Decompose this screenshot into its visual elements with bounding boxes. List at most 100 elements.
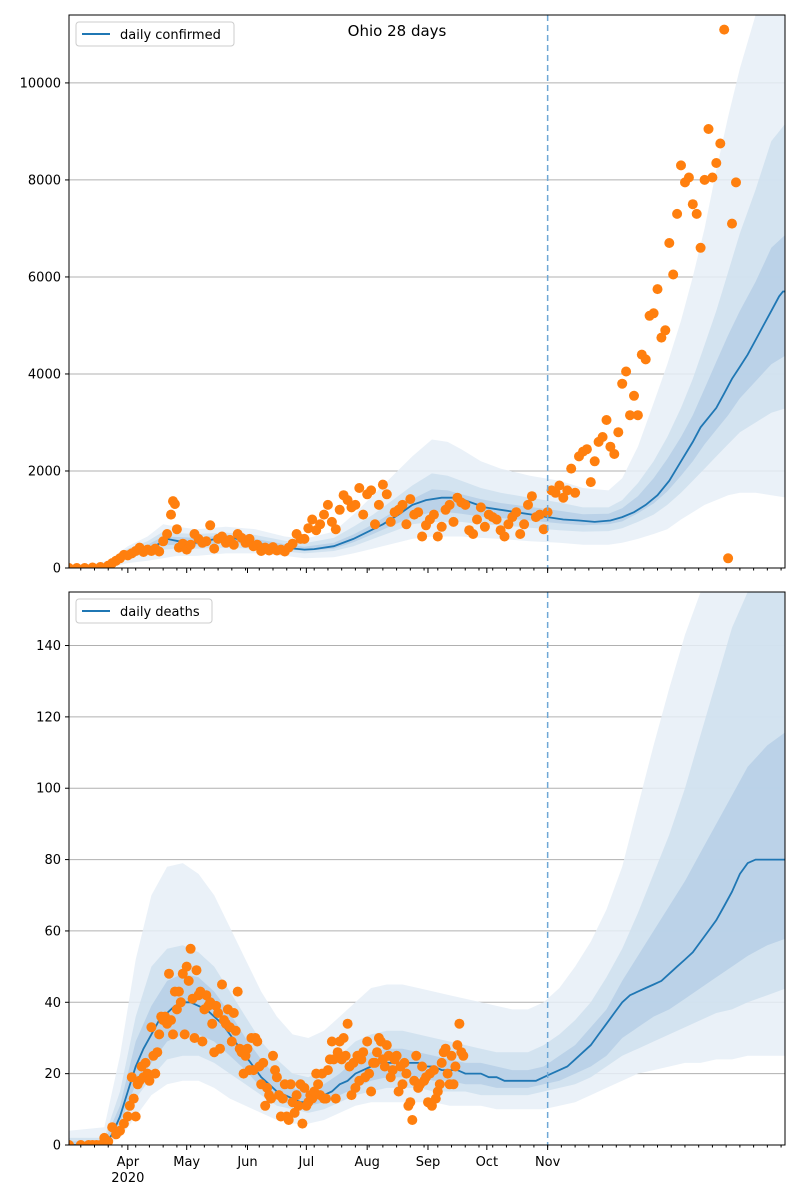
x-tick-label: Sep	[416, 1155, 441, 1170]
x-tick-label: Jun	[236, 1155, 257, 1170]
observation-point	[87, 562, 98, 568]
observation-point	[179, 1029, 190, 1040]
band-middle	[69, 124, 785, 568]
observation-point	[436, 521, 447, 532]
observation-point	[285, 1079, 296, 1090]
observation-point	[283, 1115, 294, 1125]
x-axis: Apr May Jun Jul Aug Sep Oct Nov	[80, 1145, 782, 1170]
legend: daily deaths	[75, 598, 213, 624]
observation-point	[232, 986, 243, 997]
observation-points	[69, 943, 469, 1145]
observation-point	[589, 456, 600, 467]
observation-point	[252, 1036, 263, 1047]
observation-point	[370, 1057, 380, 1068]
observation-point	[128, 1093, 139, 1104]
y-tick-label: 60	[44, 924, 61, 939]
observation-point	[499, 531, 510, 542]
observation-point	[581, 444, 592, 455]
y-tick-label: 6000	[28, 270, 61, 285]
observation-point	[397, 1079, 408, 1090]
observation-point	[69, 1140, 74, 1145]
observation-point	[173, 986, 184, 997]
observation-point	[660, 325, 671, 336]
observation-point	[472, 514, 482, 525]
observation-point	[703, 124, 714, 134]
y-tick-label: 120	[36, 710, 61, 725]
observation-point	[189, 1033, 200, 1043]
observation-point	[377, 479, 388, 490]
observation-point	[399, 1057, 410, 1068]
observation-point	[381, 489, 392, 500]
observation-point	[407, 1115, 418, 1125]
observation-point	[401, 519, 412, 530]
band-inner	[69, 732, 785, 1145]
observation-point	[397, 499, 408, 510]
observation-point	[648, 308, 659, 319]
y-tick-label: 0	[53, 562, 61, 577]
observation-point	[166, 509, 176, 520]
observation-point	[366, 485, 377, 496]
observation-point	[695, 242, 706, 253]
confidence-bands	[69, 592, 785, 1145]
observation-point	[144, 1075, 155, 1086]
x-tick-label: Oct	[476, 1155, 498, 1170]
observation-point	[405, 1097, 416, 1108]
observation-point	[322, 1065, 333, 1076]
observation-point	[676, 160, 686, 171]
observation-point	[175, 997, 186, 1008]
observation-point	[617, 378, 628, 389]
observation-point	[401, 1068, 412, 1079]
observation-point	[358, 1047, 369, 1058]
observation-point	[585, 477, 596, 488]
observation-point	[168, 1029, 178, 1040]
observation-point	[258, 1057, 269, 1068]
y-axis: 0 20 40 60 80 100 120 140	[36, 639, 69, 1154]
observation-point	[79, 563, 90, 568]
observation-point	[554, 480, 565, 491]
observation-point	[570, 487, 581, 498]
band-middle	[69, 592, 785, 1145]
observation-point	[183, 975, 194, 986]
observation-point	[558, 492, 569, 503]
observation-point	[321, 1093, 331, 1104]
observation-point	[511, 507, 522, 518]
observation-point	[299, 533, 310, 544]
observation-point	[277, 1093, 288, 1104]
observation-point	[150, 1068, 161, 1079]
observation-point	[542, 507, 553, 518]
observation-point	[340, 1050, 351, 1061]
observation-point	[731, 177, 741, 188]
observation-point	[534, 509, 545, 520]
observation-point	[130, 1111, 141, 1122]
observation-point	[479, 521, 490, 532]
observation-point	[370, 519, 380, 530]
band-outer	[69, 15, 785, 568]
observation-point	[526, 491, 537, 502]
x-year-label: 2020	[111, 1171, 144, 1186]
observation-point	[201, 536, 212, 547]
observation-point	[266, 1093, 276, 1104]
observation-point	[699, 174, 710, 185]
observation-point	[319, 509, 329, 520]
deaths-panel: 0 20 40 60 80 100 120 140 Apr May Jun Jul Aug Sep Oct…	[36, 591, 786, 1186]
observation-point	[213, 1008, 224, 1018]
observation-point	[723, 553, 734, 564]
observation-point	[354, 483, 365, 493]
observation-point	[519, 519, 530, 530]
x-axis	[80, 568, 782, 573]
observation-point	[303, 523, 314, 534]
observation-point	[475, 502, 486, 513]
observation-point	[652, 284, 663, 295]
observation-point	[197, 1036, 208, 1047]
observation-point	[428, 1065, 439, 1076]
observation-point	[442, 1068, 453, 1079]
observation-point	[715, 138, 726, 149]
observation-point	[625, 410, 635, 421]
observation-point	[656, 332, 667, 343]
observation-point	[436, 1057, 447, 1068]
observation-point	[215, 1043, 225, 1054]
observation-point	[683, 172, 694, 183]
observation-point	[71, 563, 82, 568]
observation-point	[330, 1093, 341, 1104]
observation-point	[523, 499, 533, 510]
